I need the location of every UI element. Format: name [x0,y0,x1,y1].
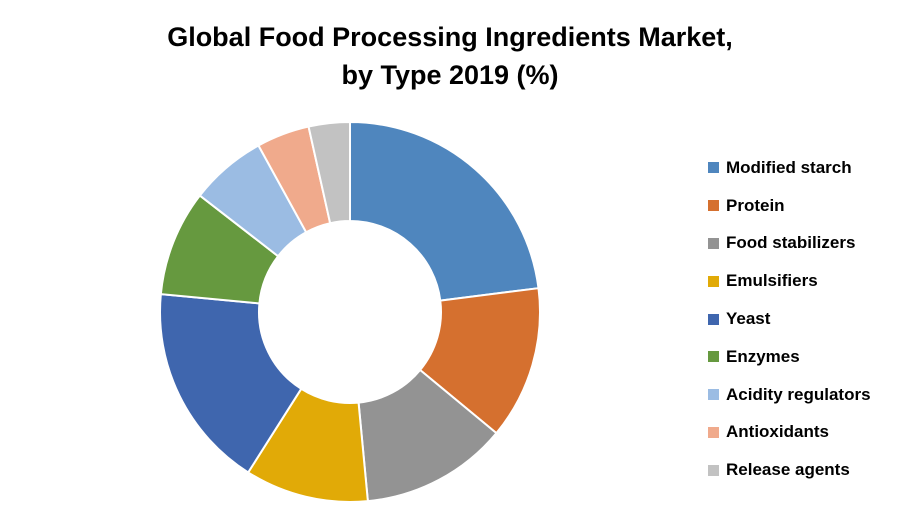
legend-item: Enzymes [708,338,871,376]
legend-swatch [708,275,719,287]
legend-swatch [708,237,719,249]
slice-modified-starch [349,120,540,302]
legend-swatch [708,200,719,212]
legend-label: Acidity regulators [726,384,871,404]
legend-swatch [708,464,719,476]
legend-label: Release agents [726,460,850,480]
chart-title-line-1: Global Food Processing Ingredients Marke… [167,22,733,52]
legend-label: Modified starch [726,157,852,177]
legend-item: Modified starch [708,149,871,187]
legend-swatch [708,313,719,325]
legend-swatch [708,162,719,174]
legend-label: Yeast [726,309,771,329]
chart-title-line-2: by Type 2019 (%) [341,60,559,90]
slice-yeast [159,293,303,474]
legend-label: Emulsifiers [726,271,818,291]
legend-swatch [708,426,719,438]
legend-label: Food stabilizers [726,233,856,253]
legend-label: Antioxidants [726,422,829,442]
legend-swatch [708,351,719,363]
legend-item: Protein [708,187,871,225]
legend-label: Enzymes [726,346,800,366]
legend-item: Yeast [708,300,871,338]
legend-item: Antioxidants [708,414,871,452]
legend-label: Protein [726,195,785,215]
chart-legend: Modified starch Protein Food stabilizers Em… [708,149,871,489]
legend-item: Emulsifiers [708,262,871,300]
legend-item: Food stabilizers [708,225,871,263]
legend-item: Release agents [708,451,871,489]
chart-title: Global Food Processing Ingredients Marke… [0,18,900,94]
legend-item: Acidity regulators [708,376,871,414]
legend-swatch [708,389,719,401]
slice-release-agents [307,120,351,225]
